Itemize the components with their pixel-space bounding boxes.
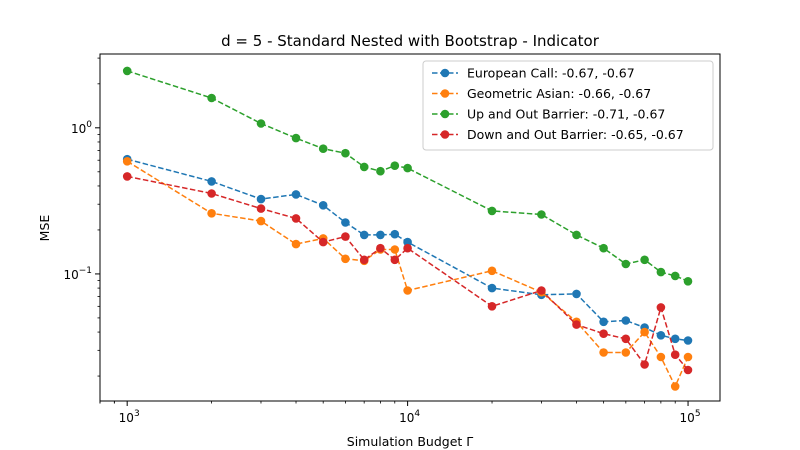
data-point — [684, 353, 693, 362]
data-point — [391, 230, 400, 239]
data-point — [403, 164, 412, 173]
data-point — [376, 231, 385, 240]
legend-label: European Call: -0.67, -0.67 — [467, 66, 635, 81]
x-axis-label: Simulation Budget Γ — [347, 434, 473, 449]
data-point — [671, 350, 680, 359]
data-point — [341, 232, 350, 241]
data-point — [572, 231, 581, 240]
data-point — [207, 209, 216, 218]
tick-label: 103 — [119, 409, 140, 425]
data-point — [391, 255, 400, 264]
data-point — [599, 348, 608, 357]
data-point — [123, 157, 132, 166]
data-point — [599, 318, 608, 327]
data-point — [341, 254, 350, 263]
data-point — [599, 244, 608, 253]
data-point — [488, 267, 497, 276]
data-point — [391, 245, 400, 254]
y-axis-label: MSE — [37, 215, 52, 242]
data-point — [572, 290, 581, 299]
data-point — [207, 94, 216, 103]
data-point — [684, 277, 693, 286]
data-point — [671, 335, 680, 344]
data-point — [319, 201, 328, 210]
data-point — [488, 284, 497, 293]
data-point — [671, 272, 680, 281]
data-point — [257, 195, 266, 204]
legend-label: Down and Out Barrier: -0.65, -0.67 — [467, 127, 684, 142]
data-point — [319, 144, 328, 153]
tick-label: 104 — [399, 409, 420, 425]
data-point — [257, 119, 266, 128]
data-point — [657, 268, 666, 277]
data-point — [684, 336, 693, 345]
data-point — [671, 382, 680, 391]
data-point — [537, 286, 546, 295]
tick-label: 100 — [71, 120, 92, 136]
data-point — [622, 260, 631, 269]
data-point — [403, 286, 412, 295]
data-point — [657, 331, 666, 340]
data-point — [537, 210, 546, 219]
data-point — [599, 329, 608, 338]
data-point — [257, 217, 266, 226]
data-point — [403, 244, 412, 253]
legend-label: Geometric Asian: -0.66, -0.67 — [467, 86, 651, 101]
data-point — [341, 218, 350, 227]
data-point — [360, 255, 369, 264]
data-point — [684, 366, 693, 375]
data-point — [376, 244, 385, 253]
legend-label: Up and Out Barrier: -0.71, -0.67 — [467, 107, 665, 122]
series-line-4 — [127, 176, 688, 370]
data-point — [123, 67, 132, 76]
data-point — [622, 316, 631, 325]
legend-marker — [441, 69, 450, 78]
data-point — [657, 303, 666, 312]
data-point — [319, 238, 328, 247]
legend-marker — [441, 110, 450, 119]
data-point — [360, 163, 369, 172]
data-point — [341, 149, 350, 158]
data-point — [657, 353, 666, 362]
tick-label: 10−1 — [63, 266, 92, 282]
data-point — [640, 328, 649, 337]
data-point — [391, 161, 400, 170]
data-point — [257, 204, 266, 213]
data-point — [640, 255, 649, 264]
data-point — [640, 360, 649, 369]
data-point — [207, 189, 216, 198]
legend: European Call: -0.67, -0.67 Geometric Asi… — [423, 61, 713, 150]
data-point — [292, 190, 301, 199]
data-point — [622, 335, 631, 344]
tick-label: 105 — [680, 409, 701, 425]
data-point — [292, 134, 301, 143]
data-point — [572, 320, 581, 329]
data-point — [360, 231, 369, 240]
data-point — [376, 167, 385, 176]
data-point — [488, 302, 497, 311]
chart-title: d = 5 - Standard Nested with Bootstrap -… — [221, 32, 600, 50]
data-point — [292, 240, 301, 249]
data-point — [488, 207, 497, 216]
legend-marker — [441, 130, 450, 139]
data-point — [123, 172, 132, 181]
legend-marker — [441, 89, 450, 98]
data-point — [292, 214, 301, 223]
data-point — [622, 348, 631, 357]
data-point — [207, 177, 216, 186]
